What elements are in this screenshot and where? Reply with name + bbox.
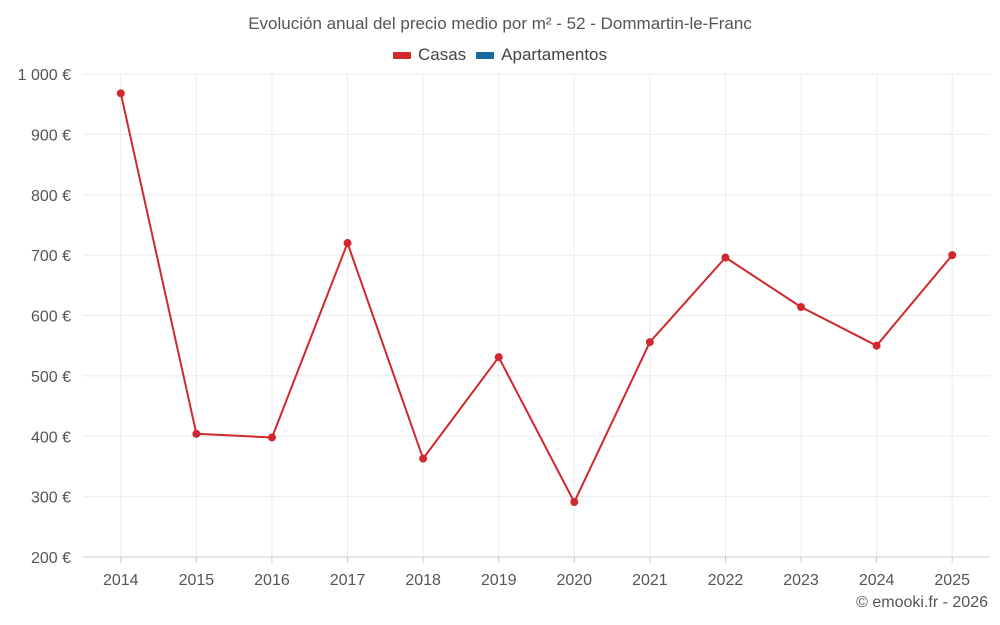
y-tick-label: 1 000 € (18, 67, 71, 84)
data-point-casas[interactable] (116, 89, 125, 98)
x-tick-label: 2020 (556, 572, 592, 589)
data-point-casas[interactable] (645, 338, 654, 347)
x-tick-label: 2015 (179, 572, 215, 589)
data-point-casas[interactable] (872, 341, 881, 350)
legend-swatch-apartamentos (476, 51, 495, 59)
y-tick-label: 500 € (31, 369, 71, 386)
data-point-casas[interactable] (192, 429, 201, 438)
data-point-casas[interactable] (570, 498, 579, 507)
y-tick-label: 300 € (31, 490, 71, 507)
data-point-casas[interactable] (721, 253, 730, 262)
y-tick-label: 900 € (31, 127, 71, 144)
copyright-text: © emooki.fr - 2026 (856, 594, 988, 611)
legend-label-apartamentos: Apartamentos (501, 45, 608, 64)
series-line-casas (119, 93, 953, 504)
data-point-casas[interactable] (419, 454, 428, 463)
y-tick-label: 800 € (31, 188, 71, 205)
x-tick-label: 2018 (405, 572, 441, 589)
legend-label-casas: Casas (417, 45, 467, 64)
x-tick-label: 2019 (481, 572, 517, 589)
legend-swatch-casas (392, 51, 411, 59)
chart-title: Evolución anual del precio medio por m² … (248, 14, 752, 33)
y-tick-label: 600 € (31, 309, 71, 326)
y-tick-label: 700 € (31, 248, 71, 265)
legend-item-apartamentos[interactable]: Apartamentos (476, 45, 607, 65)
x-tick-label: 2025 (934, 572, 970, 589)
data-point-casas[interactable] (267, 433, 276, 442)
x-tick-label: 2024 (859, 572, 895, 589)
x-tick-label: 2023 (783, 572, 819, 589)
data-point-casas[interactable] (343, 239, 352, 248)
data-point-casas[interactable] (494, 353, 503, 362)
x-tick-label: 2021 (632, 572, 668, 589)
y-tick-label: 400 € (31, 429, 71, 446)
data-point-casas[interactable] (797, 303, 806, 312)
legend: Casas Apartamentos (0, 45, 1000, 65)
x-tick-label: 2022 (708, 572, 744, 589)
data-point-casas[interactable] (948, 251, 957, 260)
legend-item-casas[interactable]: Casas (392, 45, 467, 65)
x-tick-label: 2017 (330, 572, 366, 589)
y-tick-label: 200 € (31, 550, 71, 567)
x-tick-label: 2014 (103, 572, 139, 589)
x-tick-label: 2016 (254, 572, 290, 589)
